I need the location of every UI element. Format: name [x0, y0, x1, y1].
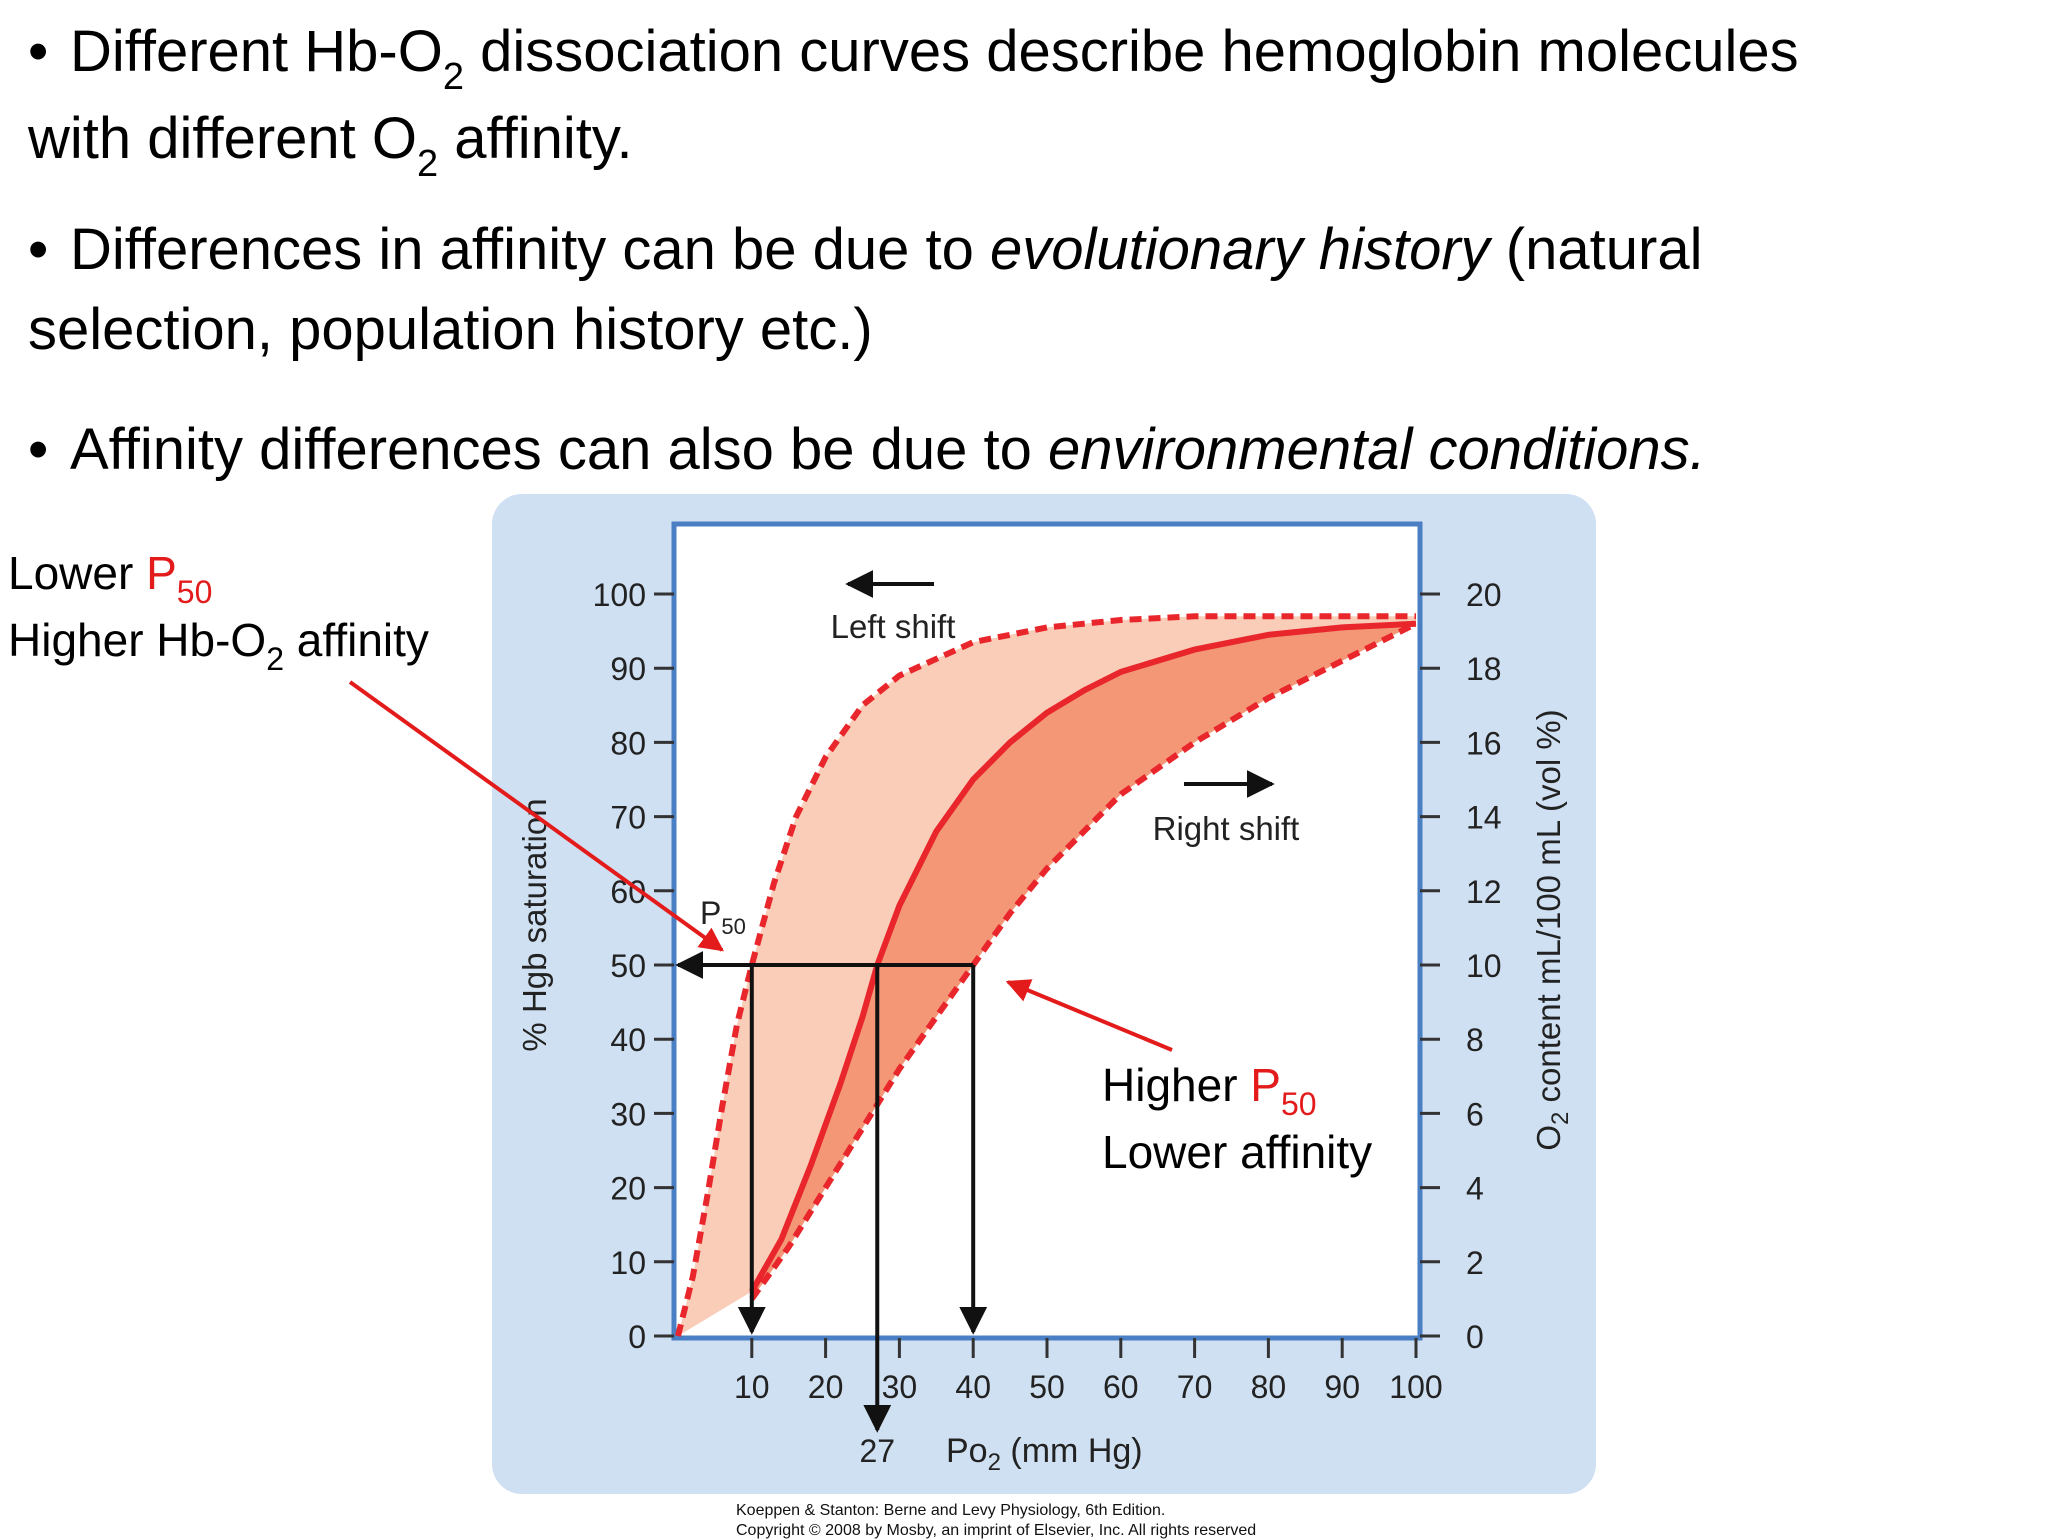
right-callout-arrow [1005, 979, 1173, 1052]
series-left-shift-line [675, 613, 1416, 1337]
bullet-dot: • [28, 217, 49, 282]
y-tick-label: 50 [610, 948, 646, 984]
x-tick-label: 60 [1103, 1369, 1139, 1405]
y-tick-label: 90 [610, 651, 646, 687]
bullet-dot: • [28, 417, 49, 482]
y-tick-label: 70 [610, 800, 646, 836]
y2-tick-label: 20 [1466, 577, 1502, 613]
bullet-1: • Different Hb-O2 dissociation curves des… [28, 12, 2028, 186]
y-tick-label: 100 [593, 577, 646, 613]
y2-tick-label: 6 [1466, 1096, 1484, 1132]
y2-tick-label: 2 [1466, 1245, 1484, 1281]
y-tick-label: 10 [610, 1245, 646, 1281]
bullet-3: • Affinity differences can also be due to… [28, 410, 2028, 490]
y-tick-label: 40 [610, 1022, 646, 1058]
credit-line-1: Koeppen & Stanton: Berne and Levy Physio… [736, 1502, 1166, 1519]
x-tick-label: 70 [1177, 1369, 1213, 1405]
y-tick-label: 20 [610, 1171, 646, 1207]
right-callout: Higher P50 Lower affinity [1102, 1059, 1373, 1178]
right-shift-band [751, 623, 1416, 1299]
y2-axis-label: O2 content mL/100 mL (vol %) [1530, 709, 1574, 1150]
y2-tick-label: 10 [1466, 948, 1502, 984]
y-tick-label: 30 [610, 1096, 646, 1132]
x-tick-label: 20 [808, 1369, 844, 1405]
y-axis-label: % Hgb saturation [516, 798, 553, 1051]
x-tick-label: 100 [1389, 1369, 1442, 1405]
x-tick-label: 90 [1324, 1369, 1360, 1405]
y2-tick-label: 12 [1466, 874, 1502, 910]
x-tick-label: 30 [882, 1369, 918, 1405]
p50-tick-label: 27 [859, 1433, 895, 1469]
x-tick-label: 50 [1029, 1369, 1065, 1405]
p50-label: P50 [700, 895, 746, 939]
left-shift-label: Left shift [831, 608, 956, 645]
y-tick-label: 80 [610, 725, 646, 761]
y2-tick-label: 14 [1466, 800, 1502, 836]
left-shift-band [678, 616, 1416, 1336]
y2-tick-label: 16 [1466, 725, 1502, 761]
bullet-dot: • [28, 19, 49, 84]
right-shift-label: Right shift [1153, 810, 1300, 847]
x-axis-label: Po2 (mm Hg) [946, 1432, 1143, 1476]
series-right-shift-line [749, 621, 1418, 1301]
y2-tick-label: 8 [1466, 1022, 1484, 1058]
series-normal-line [749, 620, 1417, 1293]
left-callout: Lower P50 Higher Hb-O2 affinity [8, 547, 429, 677]
x-tick-label: 40 [955, 1369, 991, 1405]
left-callout-arrow [348, 680, 724, 952]
x-tick-label: 80 [1251, 1369, 1287, 1405]
y-tick-label: 0 [628, 1319, 646, 1355]
y2-tick-label: 18 [1466, 651, 1502, 687]
credit-line-2: Copyright © 2008 by Mosby, an imprint of… [736, 1522, 1257, 1539]
bullet-2: • Differences in affinity can be due to e… [28, 210, 2028, 370]
y2-tick-label: 4 [1466, 1171, 1484, 1207]
x-tick-label: 10 [734, 1369, 770, 1405]
y2-tick-label: 0 [1466, 1319, 1484, 1355]
